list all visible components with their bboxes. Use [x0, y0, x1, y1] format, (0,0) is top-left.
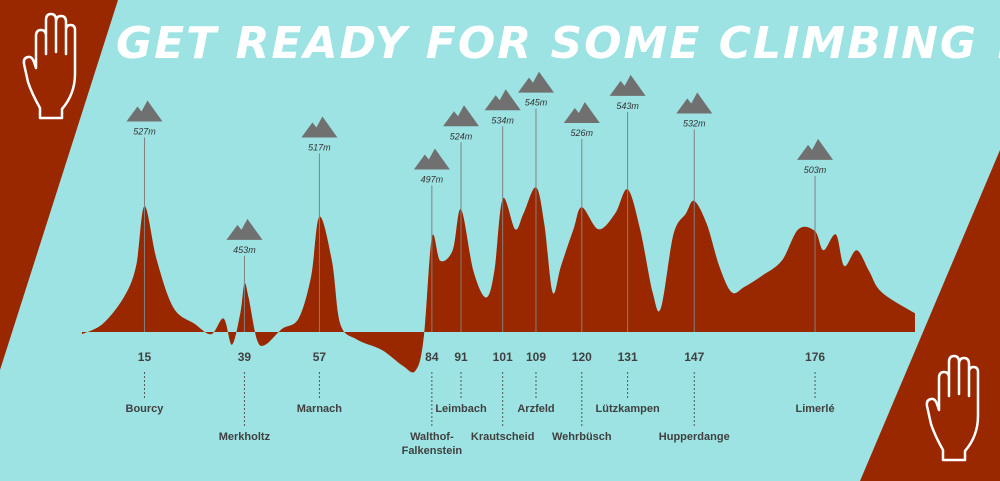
mountain-icon — [413, 148, 450, 170]
km-tick-label: 15 — [138, 350, 152, 364]
town-label: Arzfeld — [517, 403, 554, 415]
peak-elevation-label: 497m — [421, 174, 444, 184]
raised-hand-icon — [22, 12, 77, 120]
left-accent-band — [0, 0, 118, 370]
km-tick-label: 131 — [618, 350, 638, 364]
raised-hand-icon — [925, 354, 980, 462]
peak-elevation-label: 545m — [525, 98, 548, 108]
peak-elevation-label: 453m — [233, 245, 256, 255]
mountain-icon — [797, 138, 834, 160]
right-accent-band — [860, 150, 1000, 481]
town-label: Lützkampen — [596, 403, 660, 415]
checkpoint-1: 453m 39 Merkholtz — [219, 218, 271, 443]
checkpoint-9: 532m 147 Hupperdange — [659, 92, 730, 443]
peak-elevation-label: 517m — [308, 142, 331, 152]
peak-elevation-label: 524m — [450, 131, 473, 141]
km-tick-label: 91 — [454, 350, 468, 364]
km-tick-label: 109 — [526, 350, 546, 364]
page-title: GET READY FOR SOME CLIMBING ! — [116, 18, 1000, 69]
peak-elevation-label: 534m — [491, 115, 514, 125]
checkpoint-2: 517m 57 Marnach — [297, 116, 343, 415]
mountain-icon — [563, 102, 600, 124]
mountain-icon — [301, 116, 338, 138]
km-tick-label: 101 — [493, 350, 513, 364]
checkpoint-10: 503m 176 Limerlé — [795, 138, 835, 415]
town-label: Hupperdange — [659, 431, 730, 443]
checkpoint-6: 545m 109 Arzfeld — [517, 71, 555, 415]
peak-elevation-label: 503m — [804, 165, 827, 175]
checkpoint-7: 526m 120 Wehrbüsch — [552, 102, 612, 443]
peak-elevation-label: 543m — [616, 101, 639, 111]
km-tick-label: 176 — [805, 350, 825, 364]
checkpoint-0: 527m 15 Bourcy — [126, 100, 165, 415]
town-label: Krautscheid — [471, 431, 535, 443]
town-label: Merkholtz — [219, 431, 271, 443]
km-tick-label: 120 — [572, 350, 592, 364]
town-label: Limerlé — [795, 403, 834, 415]
checkpoint-3: 497m 84 Walthof-Falkenstein — [402, 148, 463, 457]
town-label: Bourcy — [126, 403, 165, 415]
km-tick-label: 147 — [684, 350, 704, 364]
town-label: Wehrbüsch — [552, 431, 612, 443]
mountain-icon — [443, 105, 480, 127]
checkpoint-8: 543m 131 Lützkampen — [596, 74, 660, 415]
town-label: Walthof-Falkenstein — [402, 431, 463, 457]
mountain-icon — [484, 89, 521, 111]
town-label: Marnach — [297, 403, 343, 415]
peak-elevation-label: 527m — [133, 126, 156, 136]
km-tick-label: 84 — [425, 350, 439, 364]
peak-elevation-label: 532m — [683, 118, 706, 128]
town-label: Leimbach — [435, 403, 487, 415]
elevation-profile-area — [82, 187, 915, 373]
km-tick-label: 39 — [238, 350, 252, 364]
mountain-icon — [676, 92, 713, 114]
km-tick-label: 57 — [313, 350, 327, 364]
mountain-icon — [226, 218, 263, 240]
mountain-icon — [517, 71, 554, 93]
checkpoint-4: 524m 91 Leimbach — [435, 105, 487, 415]
peak-elevation-label: 526m — [571, 128, 594, 138]
mountain-icon — [126, 100, 163, 122]
mountain-icon — [609, 74, 646, 96]
checkpoint-5: 534m 101 Krautscheid — [471, 89, 535, 443]
